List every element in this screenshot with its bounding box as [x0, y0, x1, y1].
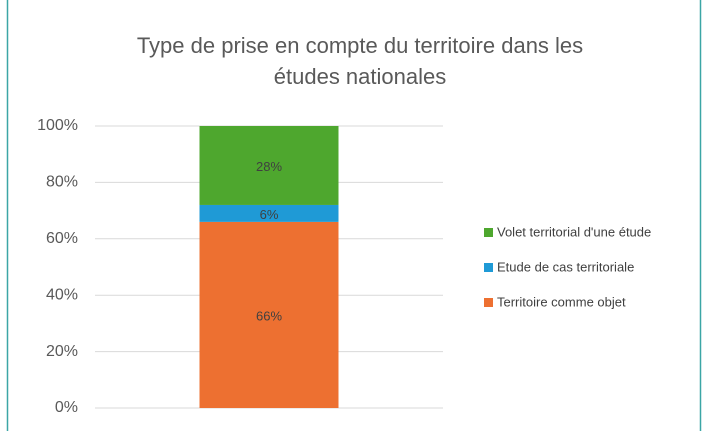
legend-swatch [484, 228, 493, 237]
y-tick-label: 0% [55, 399, 78, 416]
bar-segment [199, 221, 339, 408]
y-tick-label: 40% [46, 286, 78, 303]
data-label: 28% [256, 159, 282, 174]
data-label: 6% [260, 207, 279, 222]
y-tick-label: 100% [37, 117, 78, 134]
legend-label: Etude de cas territoriale [497, 259, 634, 274]
bar-segment [199, 126, 339, 205]
data-label: 66% [256, 308, 282, 323]
chart-title: Type de prise en compte du territoire da… [137, 33, 583, 89]
legend-swatch [484, 263, 493, 272]
legend-label: Volet territorial d'une étude [497, 224, 651, 239]
legend-label: Territoire comme objet [497, 294, 626, 309]
bar-segment [199, 204, 339, 222]
y-tick-label: 20% [46, 343, 78, 360]
y-tick-label: 80% [46, 174, 78, 191]
y-tick-label: 60% [46, 230, 78, 247]
legend-swatch [484, 298, 493, 307]
